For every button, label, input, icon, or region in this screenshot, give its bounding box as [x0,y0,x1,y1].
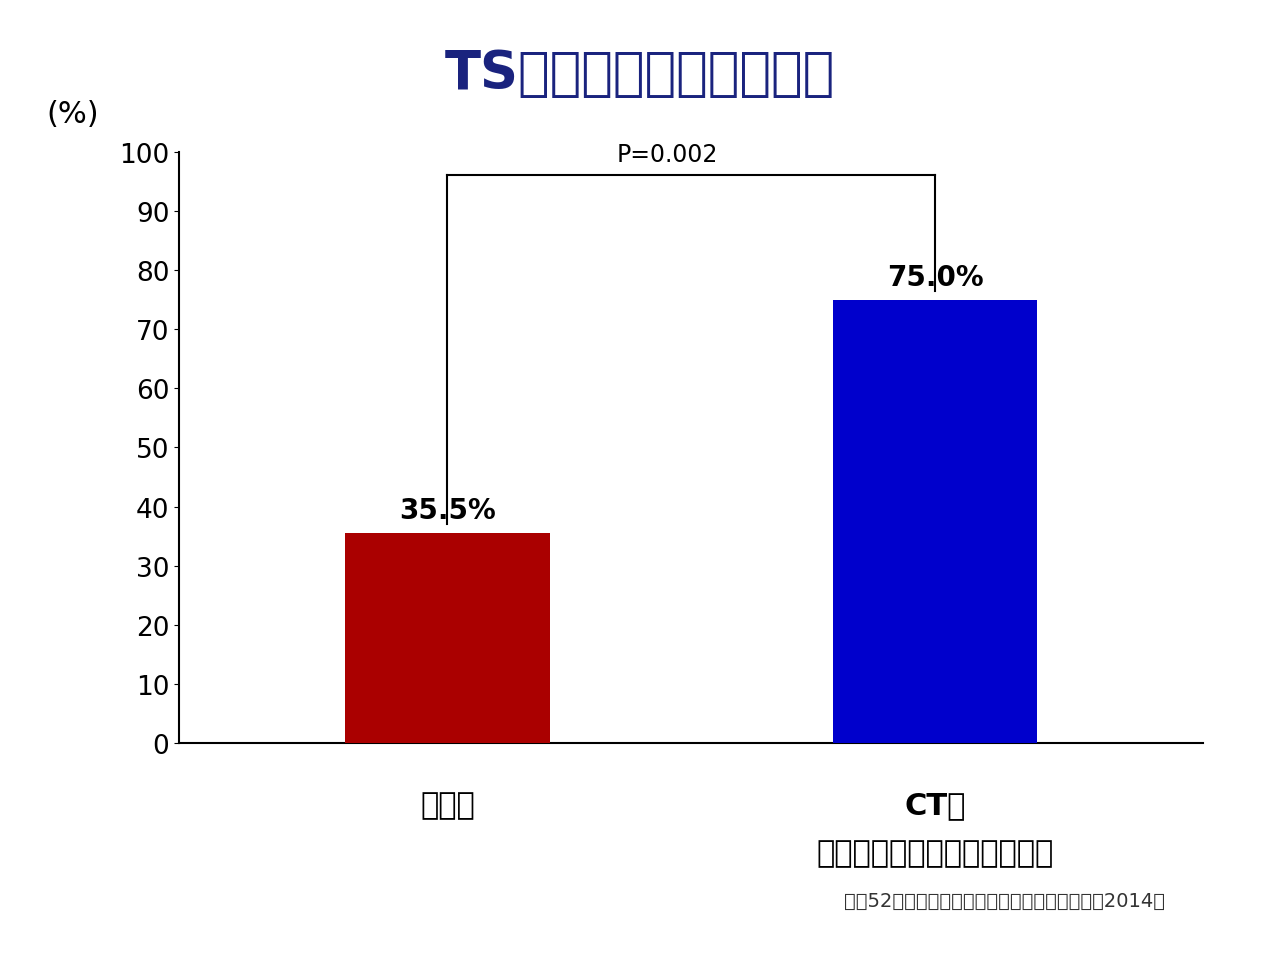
Text: CT群: CT群 [905,791,965,820]
Text: 75.0%: 75.0% [887,263,983,292]
Text: （シスチン、テアニン摂取）: （シスチン、テアニン摂取） [817,838,1053,867]
Bar [832,300,1037,743]
Bar [346,534,550,743]
Text: (%): (%) [46,100,99,129]
Text: 35.5%: 35.5% [399,497,495,525]
Text: TS－１の１クール完遂率: TS－１の１クール完遂率 [445,48,835,100]
Text: 対照群: 対照群 [420,791,475,820]
Text: P=0.002: P=0.002 [616,143,718,168]
Text: （第52回日本癌治療学会学術集会　土屋誉ら　2014）: （第52回日本癌治療学会学術集会 土屋誉ら 2014） [844,891,1165,910]
